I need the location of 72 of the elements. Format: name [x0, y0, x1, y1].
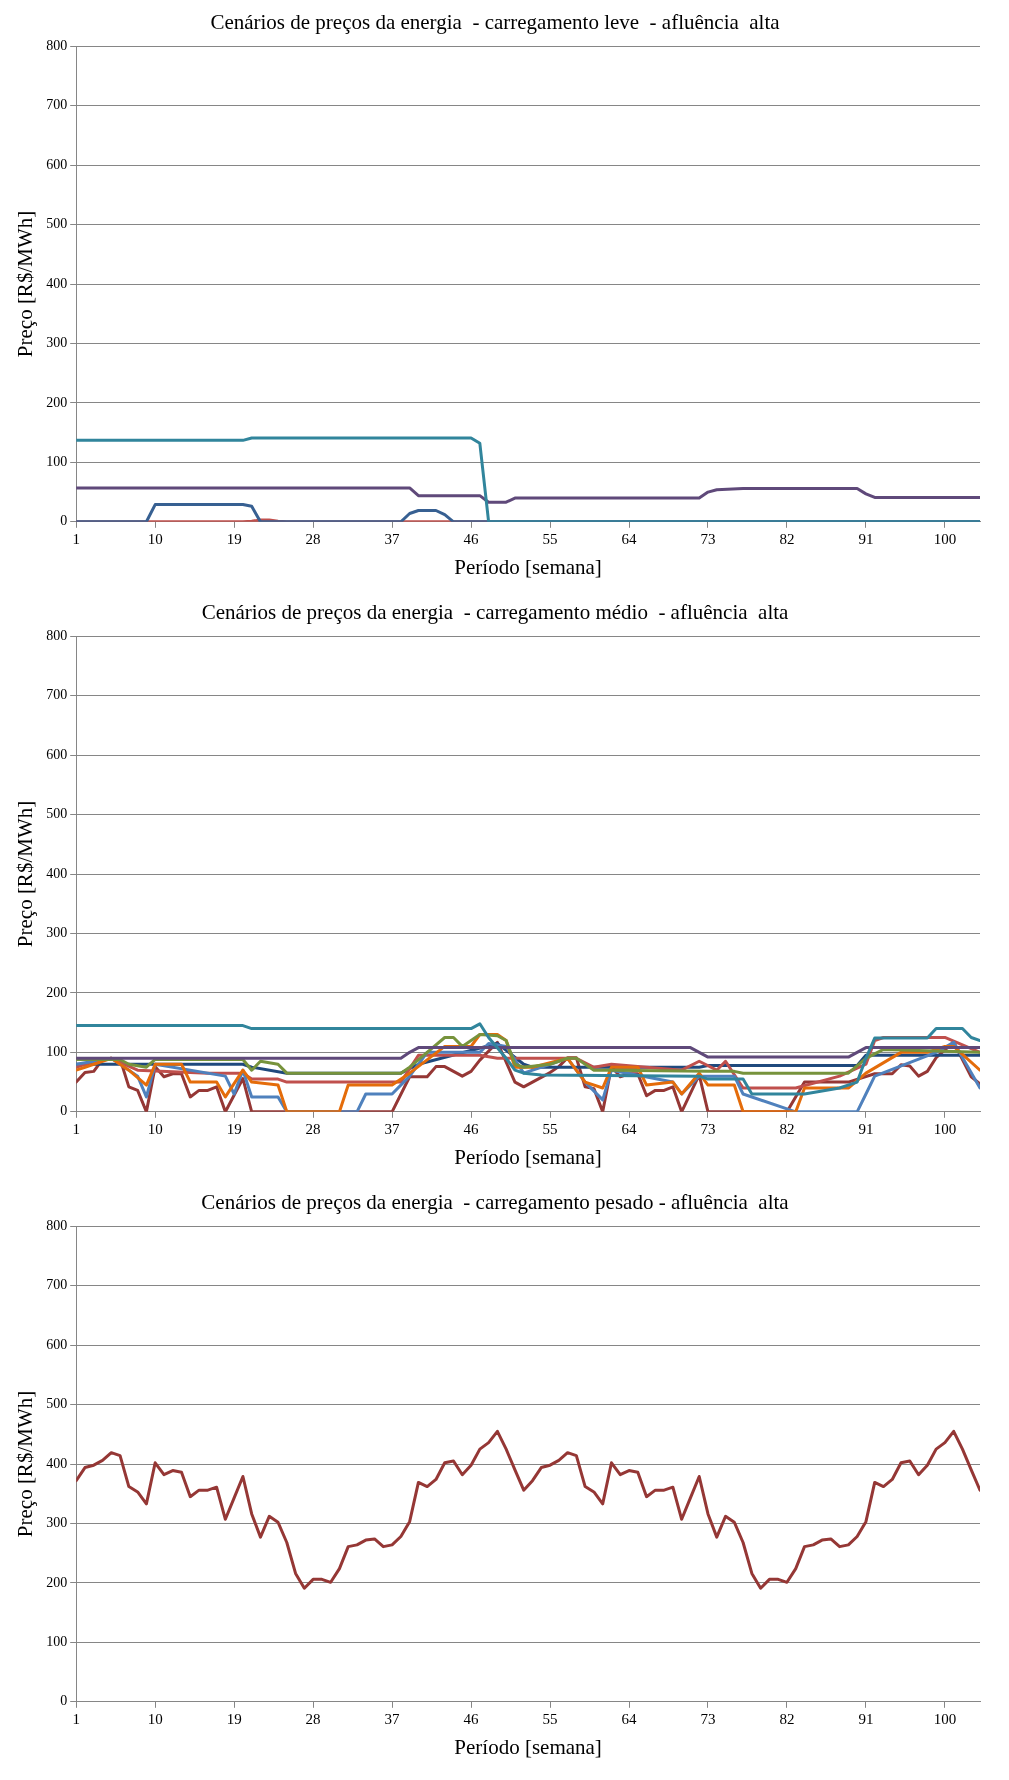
x-tick-label: 64	[621, 1710, 638, 1727]
x-tick-label: 10	[147, 1120, 163, 1137]
x-tick-label: 91	[858, 1710, 874, 1727]
x-tick-label: 10	[147, 1710, 163, 1727]
y-tick-label: 400	[46, 275, 68, 291]
x-tick-label: 55	[542, 1120, 558, 1137]
y-tick-label: 100	[46, 454, 68, 470]
y-tick-label: 300	[46, 335, 68, 351]
y-tick-label: 200	[46, 394, 68, 410]
x-tick-label: 73	[700, 1710, 716, 1727]
x-tick-label: 19	[226, 1120, 242, 1137]
y-tick-label: 0	[60, 513, 68, 529]
x-tick-label: 82	[779, 1710, 795, 1727]
x-tick-label: 46	[463, 1710, 480, 1727]
x-tick-label: 1	[72, 1710, 80, 1727]
y-tick-label: 400	[46, 1455, 68, 1471]
x-tick-label: 10	[147, 530, 163, 547]
y-tick-label: 700	[46, 687, 68, 703]
x-tick-label: 55	[542, 1710, 558, 1727]
y-tick-label: 0	[60, 1693, 68, 1709]
x-tick-label: 82	[779, 530, 795, 547]
y-tick-label: 400	[46, 865, 68, 881]
x-tick-label: 82	[779, 1120, 795, 1137]
x-tick-label: 37	[384, 530, 401, 547]
chart-title: Cenários de preços da energia - carregamento médio - afluência alta	[201, 600, 790, 625]
y-tick-label: 200	[46, 1574, 68, 1590]
y-tick-label: 800	[46, 1217, 68, 1233]
x-tick-label: 91	[858, 1120, 874, 1137]
x-axis-title: Período [semana]	[454, 554, 602, 579]
x-tick-label: 46	[463, 530, 480, 547]
x-tick-label: 19	[226, 530, 242, 547]
y-tick-label: 300	[46, 925, 68, 941]
y-tick-label: 500	[46, 1396, 68, 1412]
chart-title: Cenários de preços da energia - carregamento pesado - afluência alta	[201, 1190, 790, 1215]
x-tick-label: 28	[305, 1710, 321, 1727]
y-tick-label: 600	[46, 156, 68, 172]
x-tick-label: 28	[305, 1120, 321, 1137]
x-tick-label: 64	[621, 530, 638, 547]
x-tick-label: 55	[542, 530, 558, 547]
y-tick-label: 0	[60, 1103, 68, 1119]
x-tick-label: 100	[933, 1710, 957, 1727]
y-axis-title: Preço [R$/MWh]	[13, 210, 38, 358]
x-tick-label: 73	[700, 1120, 716, 1137]
y-tick-label: 700	[46, 1277, 68, 1293]
x-tick-label: 28	[305, 530, 321, 547]
x-tick-label: 64	[621, 1120, 638, 1137]
y-tick-label: 200	[46, 984, 68, 1000]
y-axis-title: Preço [R$/MWh]	[13, 800, 38, 948]
x-tick-label: 100	[933, 530, 957, 547]
y-tick-label: 600	[46, 746, 68, 762]
x-tick-label: 1	[72, 530, 80, 547]
x-tick-label: 37	[384, 1120, 401, 1137]
y-tick-label: 100	[46, 1634, 68, 1650]
x-tick-label: 19	[226, 1710, 242, 1727]
x-tick-label: 1	[72, 1120, 80, 1137]
y-tick-label: 800	[46, 627, 68, 643]
y-tick-label: 100	[46, 1044, 68, 1060]
x-tick-label: 73	[700, 530, 716, 547]
chart-title: Cenários de preços da energia - carregamento leve - afluência alta	[210, 10, 781, 35]
y-tick-label: 700	[46, 97, 68, 113]
x-tick-label: 100	[933, 1120, 957, 1137]
x-tick-label: 46	[463, 1120, 480, 1137]
x-tick-label: 91	[858, 530, 874, 547]
x-axis-title: Período [semana]	[454, 1734, 602, 1759]
y-tick-label: 800	[46, 37, 68, 53]
y-tick-label: 500	[46, 806, 68, 822]
x-axis-title: Período [semana]	[454, 1144, 602, 1169]
y-tick-label: 600	[46, 1336, 68, 1352]
y-axis-title: Preço [R$/MWh]	[13, 1390, 38, 1538]
x-tick-label: 37	[384, 1710, 401, 1727]
y-tick-label: 500	[46, 216, 68, 232]
y-tick-label: 300	[46, 1515, 68, 1531]
